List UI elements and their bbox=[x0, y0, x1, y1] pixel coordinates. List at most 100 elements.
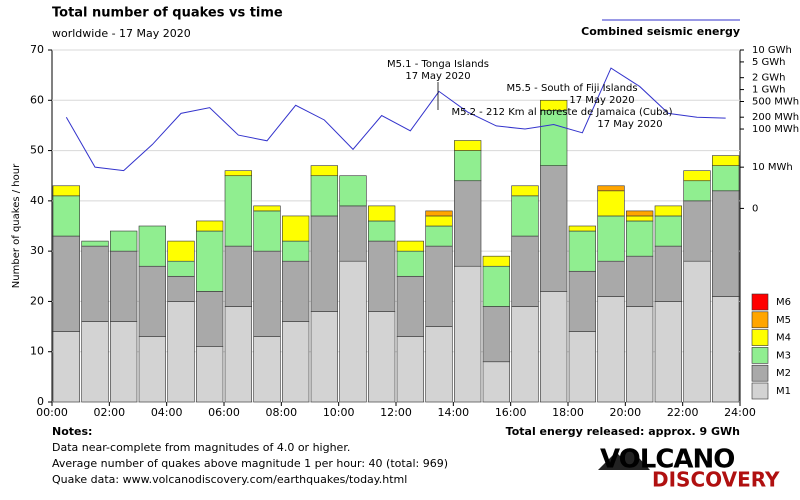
bar-segment bbox=[52, 185, 80, 197]
bar-segment bbox=[110, 230, 138, 252]
x-tick-label: 12:00 bbox=[380, 406, 412, 419]
bar-segment bbox=[138, 265, 166, 337]
bar-segment bbox=[482, 255, 510, 267]
bar-segment bbox=[339, 260, 367, 403]
legend-swatch bbox=[751, 347, 769, 364]
annotation: 17 May 2020 bbox=[405, 71, 470, 82]
bar-segment bbox=[368, 205, 396, 222]
bar-segment bbox=[167, 240, 195, 262]
legend-label: M5 bbox=[776, 315, 791, 326]
bar-segment bbox=[568, 230, 596, 272]
bar-segment bbox=[712, 296, 740, 403]
legend-swatch bbox=[751, 329, 769, 346]
bar-segment bbox=[224, 175, 252, 247]
bar-segment bbox=[654, 205, 682, 217]
legend-swatch bbox=[751, 382, 769, 400]
bar-segment bbox=[138, 336, 166, 403]
legend-swatch bbox=[751, 293, 769, 311]
bar-segment bbox=[540, 110, 568, 166]
bar-segment bbox=[282, 240, 310, 262]
bar-segment bbox=[425, 215, 453, 227]
bar-segment bbox=[626, 306, 654, 403]
bar-segment bbox=[196, 230, 224, 292]
bar-segment bbox=[626, 215, 654, 222]
x-tick-label: 24:00 bbox=[724, 406, 756, 419]
bar-segment bbox=[368, 240, 396, 312]
bar-segment bbox=[196, 220, 224, 232]
legend-swatch bbox=[751, 364, 769, 382]
bar-segment bbox=[425, 225, 453, 247]
bar-segment bbox=[482, 306, 510, 363]
chart-title: Total number of quakes vs time bbox=[52, 6, 283, 21]
bar-segment bbox=[454, 150, 482, 182]
bar-segment bbox=[540, 165, 568, 292]
bar-segment bbox=[138, 225, 166, 267]
x-tick-label: 16:00 bbox=[495, 406, 527, 419]
y2-tick-label: 100 MWh bbox=[752, 124, 799, 135]
bar-segment bbox=[110, 321, 138, 403]
bar-segment bbox=[568, 270, 596, 332]
bar-segment bbox=[81, 240, 109, 247]
chart-subtitle: worldwide - 17 May 2020 bbox=[52, 27, 191, 40]
bar-segment bbox=[597, 296, 625, 403]
y2-tick-label: 10 MWh bbox=[752, 162, 793, 173]
bar-segment bbox=[511, 195, 539, 237]
note: Data near-complete from magnitudes of 4.… bbox=[52, 441, 350, 454]
bar-segment bbox=[454, 140, 482, 151]
bar-segment bbox=[712, 155, 740, 166]
bar-segment bbox=[712, 190, 740, 297]
y2-tick-label: 5 GWh bbox=[752, 57, 786, 68]
bar-segment bbox=[597, 185, 625, 192]
annotation: M5.2 - 212 Km al noreste de Jamaica (Cub… bbox=[451, 107, 672, 118]
legend-label: M4 bbox=[776, 333, 791, 344]
x-tick-label: 02:00 bbox=[93, 406, 125, 419]
bar-segment bbox=[568, 225, 596, 232]
annotation: 17 May 2020 bbox=[569, 95, 634, 106]
bar-segment bbox=[52, 235, 80, 332]
bar-segment bbox=[196, 291, 224, 347]
annotation: M5.5 - South of Fiji Islands bbox=[506, 83, 637, 94]
annotation: 17 May 2020 bbox=[597, 119, 662, 130]
y-tick-label: 70 bbox=[30, 43, 44, 56]
logo-text: DISCOVERY bbox=[652, 468, 780, 492]
total-energy: Total energy released: approx. 9 GWh bbox=[506, 425, 740, 438]
bar-segment bbox=[110, 250, 138, 322]
legend-swatch bbox=[751, 311, 769, 329]
bar-segment bbox=[196, 346, 224, 403]
bar-segment bbox=[167, 260, 195, 277]
bar-segment bbox=[368, 220, 396, 242]
bar-segment bbox=[167, 301, 195, 403]
bar-segment bbox=[167, 275, 195, 302]
x-tick-label: 00:00 bbox=[36, 406, 68, 419]
bar-segment bbox=[52, 331, 80, 403]
bar-segment bbox=[52, 195, 80, 237]
bar-segment bbox=[339, 205, 367, 262]
y2-tick-label: 500 MWh bbox=[752, 96, 799, 107]
bar-segment bbox=[310, 175, 338, 217]
bar-segment bbox=[683, 200, 711, 262]
bar-segment bbox=[339, 175, 367, 207]
x-tick-label: 22:00 bbox=[667, 406, 699, 419]
y2-tick-label: 200 MWh bbox=[752, 112, 799, 123]
bar-segment bbox=[511, 306, 539, 403]
bar-segment bbox=[626, 220, 654, 257]
bar-segment bbox=[540, 291, 568, 403]
y-tick-label: 20 bbox=[30, 294, 44, 307]
y-tick-label: 40 bbox=[30, 194, 44, 207]
y-tick-label: 60 bbox=[30, 93, 44, 106]
y2-tick-label: 0 bbox=[752, 203, 758, 214]
bar-segment bbox=[81, 245, 109, 322]
bar-segment bbox=[597, 190, 625, 217]
y-axis-label: Number of quakes / hour bbox=[11, 163, 22, 288]
bar-segment bbox=[597, 215, 625, 262]
x-tick-label: 18:00 bbox=[552, 406, 584, 419]
note: Quake data: www.volcanodiscovery.com/ear… bbox=[52, 473, 407, 486]
x-tick-label: 06:00 bbox=[208, 406, 240, 419]
bar-segment bbox=[568, 331, 596, 403]
bar-segment bbox=[425, 210, 453, 217]
legend-label: M3 bbox=[776, 350, 791, 361]
x-tick-label: 08:00 bbox=[265, 406, 297, 419]
x-tick-label: 20:00 bbox=[609, 406, 641, 419]
bar-segment bbox=[712, 165, 740, 192]
bar-segment bbox=[683, 170, 711, 182]
